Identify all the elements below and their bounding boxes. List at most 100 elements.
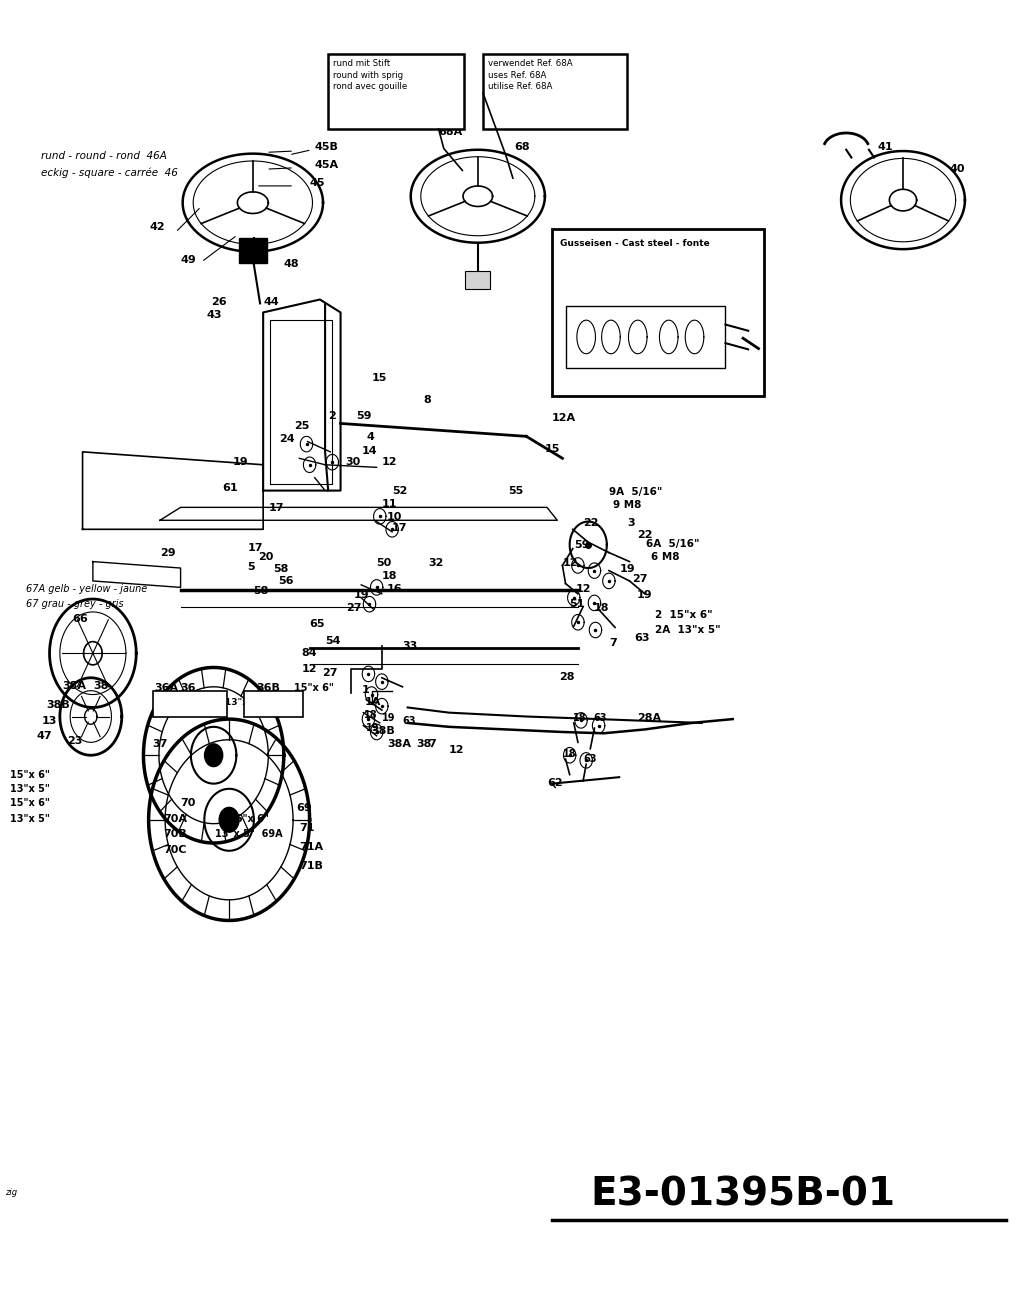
Text: 27: 27 <box>633 573 648 584</box>
Text: 19: 19 <box>619 564 635 574</box>
Bar <box>244 691 303 717</box>
Bar <box>465 271 490 289</box>
Text: 25: 25 <box>294 421 310 431</box>
Text: 15"x 6": 15"x 6" <box>10 798 51 808</box>
Text: 52: 52 <box>392 485 408 496</box>
Text: 18: 18 <box>562 749 576 759</box>
Text: 13: 13 <box>41 715 57 726</box>
Text: 12: 12 <box>301 664 317 674</box>
Text: 8: 8 <box>423 395 431 405</box>
Text: 48: 48 <box>284 258 299 269</box>
Text: 5: 5 <box>248 562 255 572</box>
Text: verwendet Ref. 68A
uses Ref. 68A
utilise Ref. 68A: verwendet Ref. 68A uses Ref. 68A utilise… <box>488 59 573 92</box>
Text: 7: 7 <box>609 638 617 648</box>
Text: 71: 71 <box>299 822 315 833</box>
Text: 58: 58 <box>273 564 289 574</box>
Text: 22: 22 <box>637 529 652 540</box>
Text: 18: 18 <box>364 710 378 720</box>
Text: 63: 63 <box>635 633 650 643</box>
Text: 42: 42 <box>150 222 165 232</box>
Text: rund mit Stift
round with sprig
rond avec gouille: rund mit Stift round with sprig rond ave… <box>333 59 408 92</box>
Text: 27: 27 <box>346 603 361 613</box>
Bar <box>552 229 764 396</box>
Text: 17: 17 <box>268 502 284 513</box>
Text: 24: 24 <box>279 434 294 444</box>
Text: 34: 34 <box>624 274 640 284</box>
Text: 84: 84 <box>301 648 317 658</box>
Text: 15: 15 <box>372 373 387 383</box>
Text: 16: 16 <box>387 584 402 594</box>
Text: 67 grau - grey - gris: 67 grau - grey - gris <box>26 599 124 609</box>
Text: 1A: 1A <box>364 697 381 707</box>
Text: 51: 51 <box>570 599 585 609</box>
Text: 19: 19 <box>232 457 248 467</box>
Text: 17: 17 <box>248 542 263 553</box>
Text: 26: 26 <box>212 297 227 307</box>
Bar <box>483 54 627 129</box>
Text: 38: 38 <box>416 738 431 749</box>
Text: 19: 19 <box>354 590 369 600</box>
Text: 33: 33 <box>402 640 418 651</box>
Circle shape <box>204 744 223 767</box>
Text: 19: 19 <box>366 723 380 733</box>
Text: 54: 54 <box>325 635 341 646</box>
Text: 36A: 36A <box>155 683 179 693</box>
Text: 45A: 45A <box>315 160 338 170</box>
Circle shape <box>219 807 239 833</box>
Text: Gusseisen - Cast steel - fonte: Gusseisen - Cast steel - fonte <box>560 239 710 248</box>
Text: 59: 59 <box>574 540 589 550</box>
Text: 38: 38 <box>93 680 108 691</box>
Text: 37: 37 <box>153 738 168 749</box>
Text: 32: 32 <box>428 558 444 568</box>
Text: 55: 55 <box>508 485 523 496</box>
Text: 15: 15 <box>545 444 560 454</box>
Text: 36C: 36C <box>256 697 280 707</box>
Text: 68: 68 <box>514 142 529 152</box>
Text: 47: 47 <box>36 731 52 741</box>
Text: 67A gelb - yellow - jaune: 67A gelb - yellow - jaune <box>26 584 147 594</box>
Text: 17: 17 <box>392 523 408 533</box>
Text: 22: 22 <box>583 518 599 528</box>
Text: 31: 31 <box>586 325 602 336</box>
Text: 51: 51 <box>707 343 722 354</box>
Text: 0,4 mm: 0,4 mm <box>596 354 634 364</box>
Text: 70C: 70C <box>163 844 187 855</box>
Text: 43: 43 <box>206 310 222 320</box>
Text: 18: 18 <box>382 571 397 581</box>
Text: 58: 58 <box>253 586 268 596</box>
Text: 12: 12 <box>382 457 397 467</box>
Text: 63: 63 <box>593 713 607 723</box>
Text: 45: 45 <box>310 178 325 188</box>
Text: 14: 14 <box>361 445 377 456</box>
Bar <box>328 54 464 129</box>
Text: 3: 3 <box>627 518 635 528</box>
Text: 2: 2 <box>328 411 336 421</box>
Text: 70B: 70B <box>163 829 187 839</box>
Text: 2  15"x 6": 2 15"x 6" <box>655 609 713 620</box>
Text: 35B: 35B <box>645 338 669 349</box>
Text: 35A: 35A <box>604 338 627 349</box>
Text: 10: 10 <box>387 511 402 522</box>
Text: 62: 62 <box>547 777 562 788</box>
Text: 38A: 38A <box>387 738 411 749</box>
Text: 13"x 5": 13"x 5" <box>225 698 262 707</box>
Text: 7: 7 <box>428 738 437 749</box>
Text: 61: 61 <box>222 483 237 493</box>
Text: 12: 12 <box>449 745 464 755</box>
Text: 28A: 28A <box>637 713 660 723</box>
Text: 71B: 71B <box>299 861 323 871</box>
Text: 18: 18 <box>593 603 609 613</box>
Text: 68A: 68A <box>439 127 462 137</box>
Text: 30: 30 <box>346 457 361 467</box>
Text: 11: 11 <box>382 498 397 509</box>
Text: 27: 27 <box>322 667 337 678</box>
Text: 38A: 38A <box>62 680 86 691</box>
Text: 12: 12 <box>576 584 591 594</box>
Text: 15"x 6": 15"x 6" <box>10 769 51 780</box>
Text: 69: 69 <box>296 803 312 813</box>
Text: 50: 50 <box>377 558 392 568</box>
Bar <box>566 306 725 368</box>
Text: 36: 36 <box>181 683 196 693</box>
Text: 0,3 mm: 0,3 mm <box>642 354 679 364</box>
Text: 66: 66 <box>72 613 88 624</box>
